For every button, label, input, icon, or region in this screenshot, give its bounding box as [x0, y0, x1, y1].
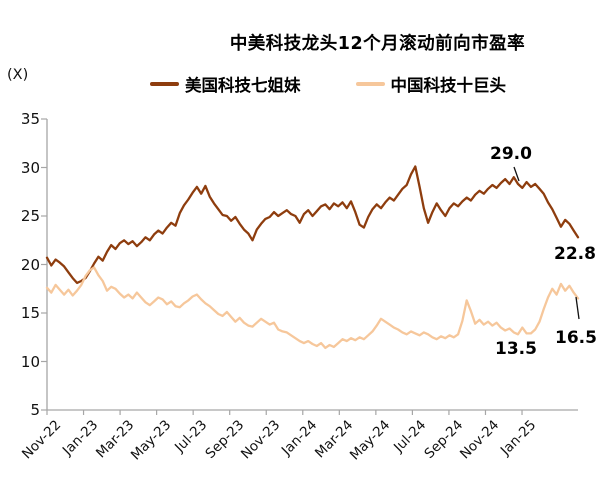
y-tick-label: 20 — [20, 255, 40, 274]
y-tick-label: 30 — [20, 158, 40, 177]
legend-label-cn-tech: 中国科技十巨头 — [390, 76, 507, 95]
y-axis-unit-label: (X) — [7, 67, 29, 83]
cn-series-line-swatch — [355, 82, 385, 86]
cn-tech-series-line — [45, 266, 580, 350]
legend-label-us-tech: 美国科技七姐妹 — [185, 76, 301, 95]
annotation-label: 13.5 — [495, 339, 537, 359]
annotation-leader-line — [513, 166, 520, 182]
us-tech-series-line — [45, 165, 580, 285]
y-tick-label: 10 — [20, 352, 40, 371]
y-tick-label: 15 — [20, 304, 40, 322]
chart-title: 中美科技龙头12个月滚动前向市盈率 — [229, 34, 526, 54]
y-tick-label: 35 — [20, 110, 40, 128]
y-tick-label: 5 — [30, 401, 40, 419]
legend-item-us-tech: 美国科技七姐妹 — [150, 72, 301, 96]
us-series-line-swatch — [150, 82, 179, 86]
y-tick-label: 25 — [20, 207, 40, 225]
annotation-label: 29.0 — [490, 144, 532, 164]
annotation-label: 16.5 — [555, 328, 597, 348]
legend: 美国科技七姐妹 中国科技十巨头 — [28, 72, 600, 96]
annotation-label: 22.8 — [554, 244, 596, 264]
annotation-leader-line — [575, 296, 580, 320]
legend-item-cn-tech: 中国科技十巨头 — [355, 72, 507, 96]
